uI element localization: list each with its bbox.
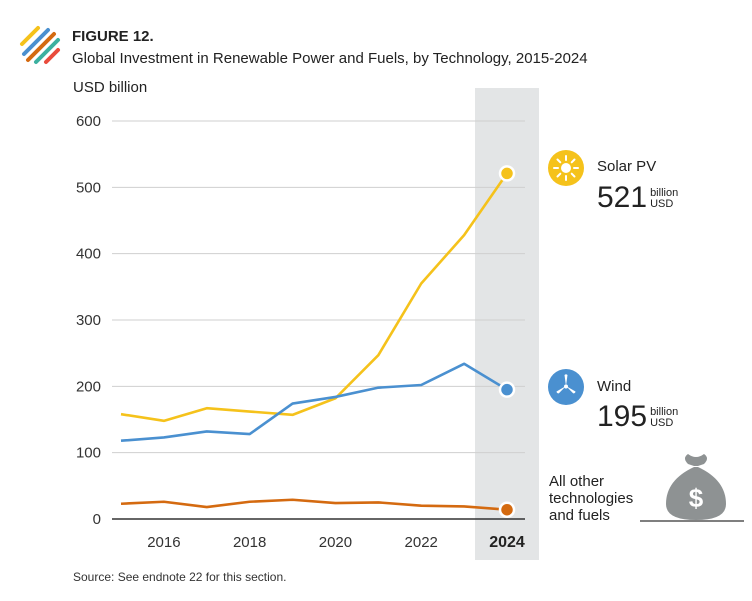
y-tick-label: 200 — [76, 378, 101, 395]
figure-title: Global Investment in Renewable Power and… — [72, 50, 588, 67]
wind-endpoint-marker — [498, 381, 516, 398]
x-tick-label: 2016 — [147, 534, 180, 551]
wind-unit: billion USD — [650, 407, 678, 429]
solar-endpoint-marker — [498, 165, 516, 182]
y-tick-label: 300 — [76, 312, 101, 329]
x-tick-label: 2022 — [405, 534, 438, 551]
y-tick-label: 0 — [93, 511, 101, 528]
y-axis-label: USD billion — [73, 79, 148, 96]
wind-series-line — [120, 362, 508, 443]
wind-value-group: 195 billion USD — [597, 402, 678, 432]
y-tick-label: 500 — [76, 179, 101, 196]
solar-unit-line2: USD — [650, 198, 674, 210]
y-tick-label: 400 — [76, 246, 101, 263]
solar-value: 521 — [597, 181, 648, 214]
svg-text:$: $ — [689, 483, 704, 513]
x-tick-label: 2018 — [233, 534, 266, 551]
wind-unit-line1: billion — [650, 406, 679, 418]
figure-title-years: 2015-2024 — [515, 50, 588, 67]
x-tick-label: 2020 — [319, 534, 352, 551]
highlight-band — [475, 88, 539, 560]
x-tick-label: 2024 — [489, 534, 525, 551]
solar-unit-line1: billion — [650, 187, 679, 199]
y-tick-label: 600 — [76, 113, 101, 130]
wind-series-name: Wind — [597, 378, 632, 395]
solar-series-name: Solar PV — [597, 158, 657, 175]
other-endpoint-marker — [498, 501, 516, 518]
report-logo-icon — [20, 26, 60, 64]
other-series-line — [120, 498, 508, 512]
solar-series-line — [120, 172, 509, 423]
wind-value: 195 — [597, 400, 648, 433]
figure-number: FIGURE 12. — [72, 28, 154, 45]
sun-icon — [548, 150, 584, 186]
solar-unit: billion USD — [650, 188, 678, 210]
solar-value-group: 521 billion USD — [597, 183, 678, 213]
source-note: Source: See endnote 22 for this section. — [73, 570, 287, 584]
y-tick-label: 100 — [76, 445, 101, 462]
figure-title-main: Global Investment in Renewable Power and… — [72, 50, 512, 67]
money-bag-icon: $ — [640, 454, 744, 522]
wind-unit-line2: USD — [650, 417, 674, 429]
wind-turbine-icon — [548, 369, 584, 405]
other-series-name: All other technologies and fuels — [549, 473, 634, 524]
